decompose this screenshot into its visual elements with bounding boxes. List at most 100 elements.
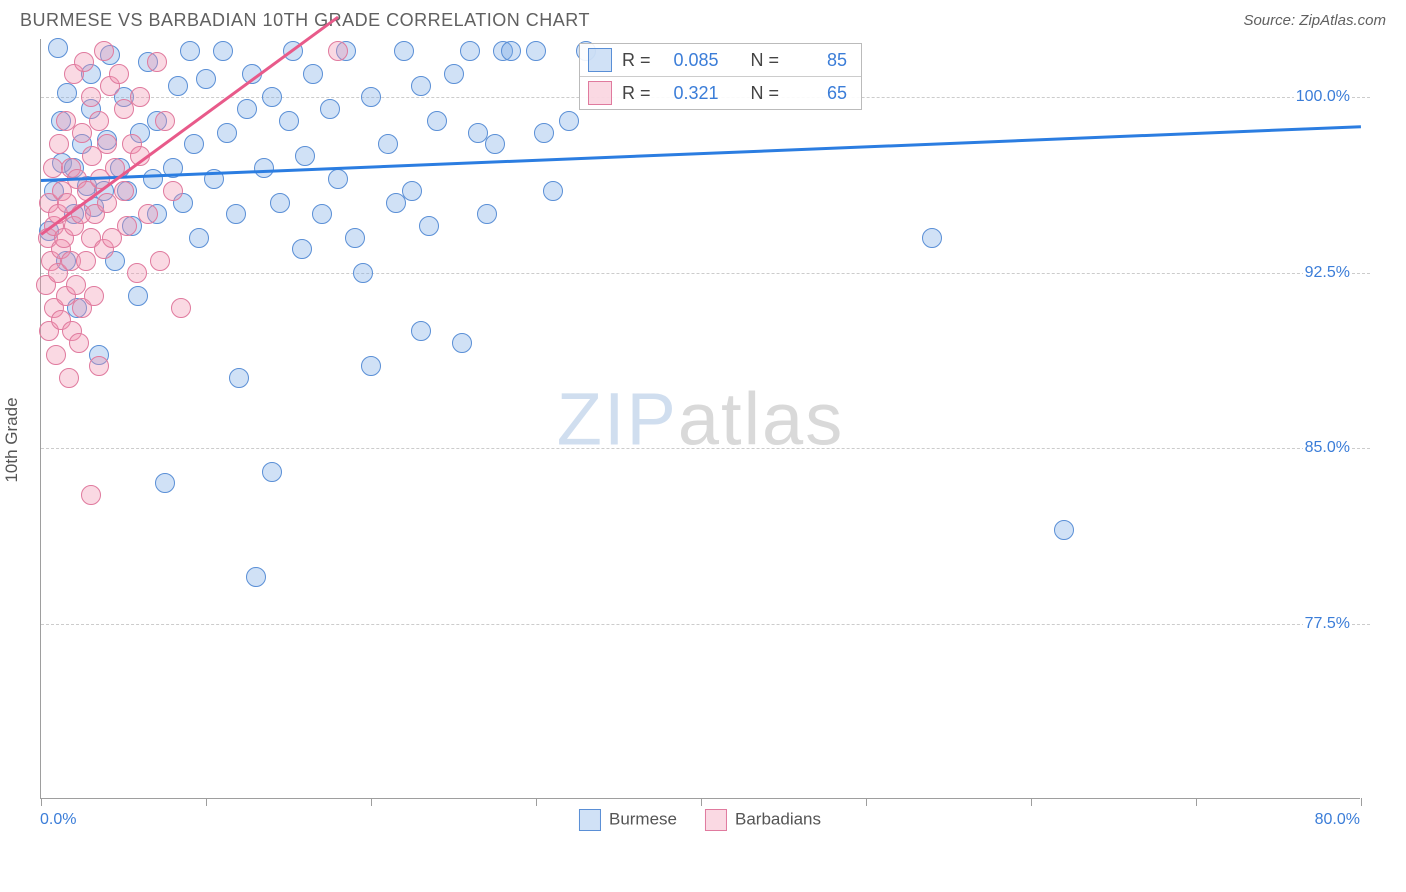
data-point: [66, 275, 86, 295]
data-point: [171, 298, 191, 318]
data-point: [49, 134, 69, 154]
data-point: [328, 169, 348, 189]
data-point: [81, 485, 101, 505]
x-tick: [1361, 798, 1362, 806]
data-point: [237, 99, 257, 119]
gridline: [41, 624, 1370, 625]
data-point: [378, 134, 398, 154]
data-point: [270, 193, 290, 213]
data-point: [543, 181, 563, 201]
y-tick-label: 85.0%: [1303, 439, 1352, 457]
data-point: [114, 181, 134, 201]
stats-r-label: R =: [622, 50, 651, 71]
data-point: [460, 41, 480, 61]
gridline: [41, 273, 1370, 274]
data-point: [229, 368, 249, 388]
bottom-legend: Burmese Barbadians: [579, 809, 821, 831]
stats-n-value: 65: [789, 83, 847, 104]
data-point: [46, 345, 66, 365]
trend-line: [41, 126, 1361, 182]
data-point: [353, 263, 373, 283]
data-point: [312, 204, 332, 224]
data-point: [128, 286, 148, 306]
data-point: [138, 204, 158, 224]
data-point: [109, 64, 129, 84]
legend-swatch: [588, 48, 612, 72]
chart-title: BURMESE VS BARBADIAN 10TH GRADE CORRELAT…: [20, 10, 590, 31]
data-point: [411, 321, 431, 341]
data-point: [97, 134, 117, 154]
scatter-plot: ZIPatlas 77.5%85.0%92.5%100.0%R =0.085N …: [40, 39, 1360, 799]
data-point: [452, 333, 472, 353]
data-point: [147, 52, 167, 72]
stats-n-label: N =: [751, 83, 780, 104]
data-point: [419, 216, 439, 236]
data-point: [81, 87, 101, 107]
data-point: [84, 286, 104, 306]
y-tick-label: 100.0%: [1294, 88, 1352, 106]
data-point: [226, 204, 246, 224]
data-point: [246, 567, 266, 587]
data-point: [117, 216, 137, 236]
data-point: [213, 41, 233, 61]
stats-n-label: N =: [751, 50, 780, 71]
data-point: [130, 87, 150, 107]
data-point: [534, 123, 554, 143]
data-point: [279, 111, 299, 131]
data-point: [163, 181, 183, 201]
stats-box: R =0.085N =85R =0.321N =65: [579, 43, 862, 110]
data-point: [501, 41, 521, 61]
data-point: [76, 251, 96, 271]
data-point: [89, 356, 109, 376]
data-point: [74, 52, 94, 72]
data-point: [262, 87, 282, 107]
data-point: [559, 111, 579, 131]
stats-row: R =0.085N =85: [580, 44, 861, 77]
data-point: [328, 41, 348, 61]
data-point: [59, 368, 79, 388]
data-point: [526, 41, 546, 61]
data-point: [254, 158, 274, 178]
data-point: [155, 111, 175, 131]
data-point: [48, 38, 68, 58]
legend-swatch: [579, 809, 601, 831]
data-point: [1054, 520, 1074, 540]
data-point: [320, 99, 340, 119]
data-point: [427, 111, 447, 131]
x-axis-min-label: 0.0%: [40, 811, 76, 829]
stats-r-label: R =: [622, 83, 651, 104]
data-point: [394, 41, 414, 61]
legend-item: Barbadians: [705, 809, 821, 831]
data-point: [94, 41, 114, 61]
data-point: [444, 64, 464, 84]
source-label: Source: ZipAtlas.com: [1243, 12, 1386, 29]
data-point: [402, 181, 422, 201]
data-point: [292, 239, 312, 259]
data-point: [345, 228, 365, 248]
stats-r-value: 0.321: [661, 83, 719, 104]
data-point: [361, 356, 381, 376]
data-point: [127, 263, 147, 283]
data-point: [155, 473, 175, 493]
y-axis-label: 10th Grade: [2, 397, 22, 482]
data-point: [217, 123, 237, 143]
data-point: [295, 146, 315, 166]
stats-r-value: 0.085: [661, 50, 719, 71]
data-point: [143, 169, 163, 189]
data-point: [303, 64, 323, 84]
legend-swatch: [705, 809, 727, 831]
data-point: [57, 83, 77, 103]
data-point: [89, 111, 109, 131]
x-axis-max-label: 80.0%: [1315, 811, 1360, 829]
data-point: [180, 41, 200, 61]
legend-label: Burmese: [609, 809, 677, 828]
data-point: [150, 251, 170, 271]
data-point: [184, 134, 204, 154]
data-point: [922, 228, 942, 248]
legend-label: Barbadians: [735, 809, 821, 828]
data-point: [168, 76, 188, 96]
y-tick-label: 92.5%: [1303, 264, 1352, 282]
data-point: [43, 158, 63, 178]
data-point: [477, 204, 497, 224]
y-tick-label: 77.5%: [1303, 615, 1352, 633]
